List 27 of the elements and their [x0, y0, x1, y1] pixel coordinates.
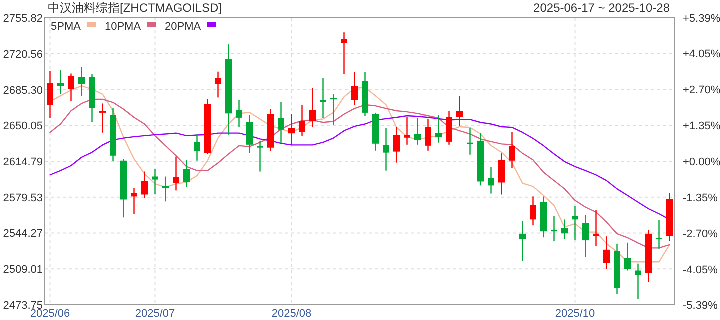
y-tick-label: 2544.27 — [3, 228, 43, 240]
y-tick-label: 2755.82 — [3, 13, 43, 25]
y2-tick-label: +5.39% — [683, 13, 720, 25]
legend-label: 5PMA — [51, 21, 82, 33]
line-series — [50, 98, 670, 249]
y2-tick-label: -2.70% — [683, 228, 718, 240]
y2-tick-label: +0.00% — [683, 156, 720, 168]
y2-tick-label: +2.70% — [683, 84, 720, 97]
legend-label: 20PMA — [165, 21, 202, 33]
y2-tick-label: -1.35% — [683, 192, 718, 204]
y2-tick-label: -5.39% — [683, 300, 718, 312]
y-tick-label: 2720.56 — [3, 48, 43, 61]
y-tick-label: 2650.05 — [3, 120, 43, 133]
y-tick-label: 2509.01 — [3, 264, 43, 276]
y-tick-label: 2579.53 — [3, 192, 43, 204]
y-tick-label: 2614.79 — [3, 156, 43, 168]
chart-subtitle: 2025-06-17 ~ 2025-10-28 — [534, 1, 670, 15]
chart-title: 中汉油料综指[ZHCTMAGOILSD] — [48, 1, 222, 15]
x-tick-label: 2025/06 — [30, 308, 70, 320]
y2-tick-label: +4.05% — [683, 48, 720, 61]
y2-tick-label: +1.35% — [683, 120, 720, 133]
legend-label: 10PMA — [104, 21, 142, 33]
x-tick-label: 2025/07 — [135, 308, 176, 320]
y2-tick-label: -4.05% — [683, 264, 718, 276]
x-tick-label: 2025/08 — [272, 308, 312, 320]
y-tick-label: 2685.30 — [3, 84, 43, 97]
x-tick-label: 2025/10 — [555, 308, 596, 320]
